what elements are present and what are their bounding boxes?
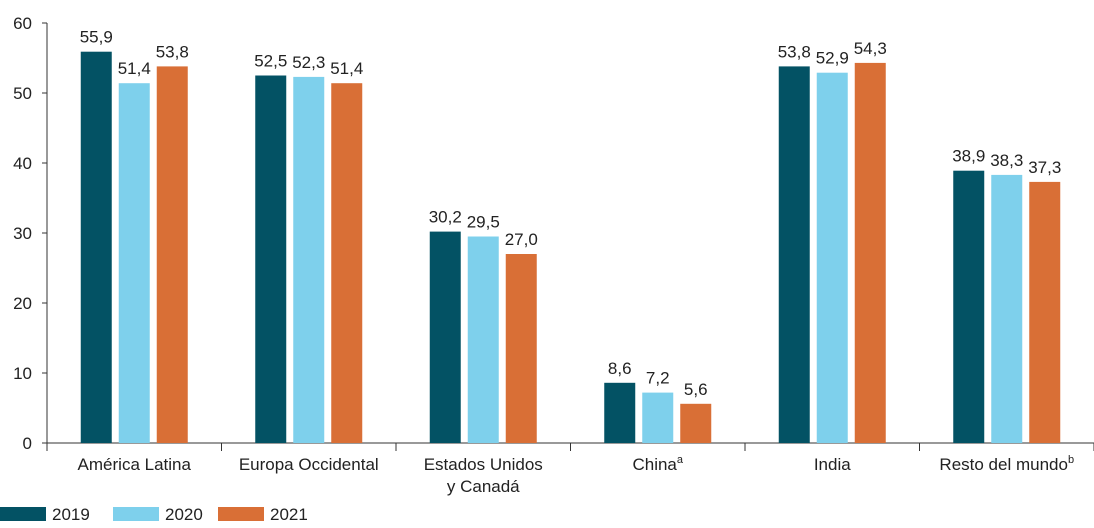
x-tick-label-text: Estados Unidos	[424, 455, 543, 474]
bar-2020	[991, 174, 1023, 443]
legend-swatch-2021	[218, 507, 264, 521]
legend-swatch-2019	[0, 507, 46, 521]
bar-2019	[80, 51, 112, 443]
data-label: 55,9	[80, 28, 113, 47]
bar-2020	[467, 236, 499, 443]
data-label: 37,3	[1028, 158, 1061, 177]
data-label: 29,5	[467, 213, 500, 232]
data-label: 52,9	[816, 49, 849, 68]
bar-2019	[953, 170, 985, 443]
data-label: 54,3	[854, 39, 887, 58]
bar-2020	[816, 72, 848, 443]
bar-2021	[331, 83, 363, 443]
legend-swatch-2020	[113, 507, 159, 521]
x-tick-label: Resto del mundob	[939, 454, 1074, 474]
x-tick-label: India	[814, 455, 851, 474]
bar-2019	[255, 75, 287, 443]
x-tick-label: Estados Unidos	[424, 455, 543, 474]
data-label: 8,6	[608, 359, 632, 378]
x-tick-label: América Latina	[78, 455, 192, 474]
bar-2021	[680, 403, 712, 443]
legend-label: 2020	[165, 505, 203, 523]
bar-2019	[778, 66, 810, 444]
legend-label: 2019	[52, 505, 90, 523]
y-tick-label: 10	[13, 364, 32, 383]
footnote-marker: a	[677, 454, 684, 466]
x-tick-label: Europa Occidental	[239, 455, 379, 474]
data-label: 5,6	[684, 380, 708, 399]
data-label: 52,3	[292, 53, 325, 72]
data-label: 38,9	[952, 147, 985, 166]
data-label: 30,2	[429, 208, 462, 227]
y-tick-label: 60	[13, 14, 32, 33]
data-label: 53,8	[778, 42, 811, 61]
y-tick-label: 30	[13, 224, 32, 243]
bar-2019	[429, 231, 461, 443]
footnote-marker: b	[1068, 454, 1074, 466]
data-label: 53,8	[156, 42, 189, 61]
x-tick-label-text: China	[632, 455, 677, 474]
bar-2021	[1029, 181, 1061, 443]
y-tick-label: 40	[13, 154, 32, 173]
x-tick-label-text: y Canadá	[447, 477, 520, 496]
y-tick-label: 50	[13, 84, 32, 103]
bar-2021	[156, 66, 188, 444]
x-tick-label: y Canadá	[447, 477, 520, 496]
data-label: 38,3	[990, 151, 1023, 170]
bar-2020	[293, 76, 325, 444]
bar-2020	[118, 83, 150, 443]
data-label: 7,2	[646, 369, 670, 388]
data-label: 27,0	[505, 230, 538, 249]
y-tick-label: 20	[13, 294, 32, 313]
x-tick-label: Chinaa	[632, 454, 683, 474]
x-tick-label-text: India	[814, 455, 851, 474]
data-label: 51,4	[118, 59, 151, 78]
x-tick-label-text: América Latina	[78, 455, 192, 474]
x-tick-label-text: Europa Occidental	[239, 455, 379, 474]
y-tick-label: 0	[23, 434, 32, 453]
legend-label: 2021	[270, 505, 308, 523]
bar-2020	[642, 392, 674, 443]
data-label: 51,4	[330, 59, 363, 78]
data-label: 52,5	[254, 52, 287, 71]
x-tick-label-text: Resto del mundo	[939, 455, 1068, 474]
bar-2021	[505, 254, 537, 443]
bar-2021	[854, 62, 886, 444]
bar-2019	[604, 382, 636, 443]
